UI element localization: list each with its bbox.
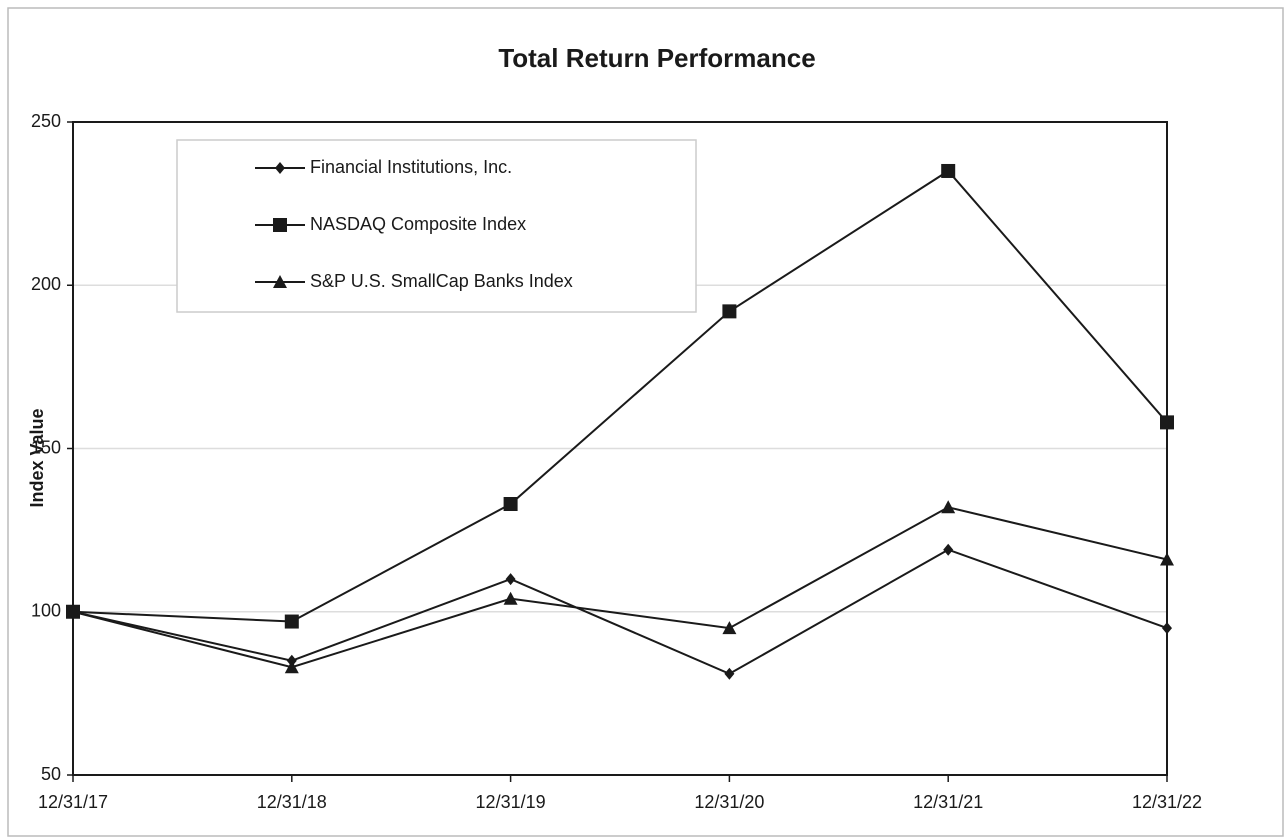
series-line (72, 506, 1168, 669)
legend-marker (273, 275, 287, 288)
page-frame (7, 7, 1284, 837)
y-tick-label: 50 (41, 764, 61, 784)
legend-label: Financial Institutions, Inc. (310, 157, 512, 177)
y-tick-label: 200 (31, 274, 61, 294)
y-tick-label: 150 (31, 437, 61, 457)
y-tick-label: 100 (31, 601, 61, 621)
point (284, 614, 299, 629)
y-tick-label: 250 (31, 111, 61, 131)
plot-frame (72, 121, 1168, 776)
point (503, 591, 518, 605)
x-tick-label: 12/31/20 (694, 792, 764, 812)
legend-label: S&P U.S. SmallCap Banks Index (310, 271, 573, 291)
point (505, 573, 516, 586)
series-line (72, 169, 1168, 623)
point (503, 497, 518, 512)
point (66, 604, 80, 618)
point (724, 667, 735, 680)
point (722, 304, 737, 319)
point (722, 621, 737, 635)
y-axis-label: Index Value (27, 408, 47, 507)
legend-label: NASDAQ Composite Index (310, 214, 526, 234)
x-tick-label: 12/31/22 (1132, 792, 1202, 812)
x-tick-label: 12/31/17 (38, 792, 108, 812)
legend-marker (273, 218, 287, 232)
point (941, 500, 956, 514)
point (1160, 552, 1174, 566)
point (941, 163, 956, 178)
chart-title: Total Return Performance (498, 43, 815, 73)
point (1160, 415, 1174, 430)
series-line (72, 548, 1168, 675)
x-tick-label: 12/31/18 (257, 792, 327, 812)
x-tick-label: 12/31/21 (913, 792, 983, 812)
point (943, 543, 954, 556)
legend-marker (275, 162, 285, 174)
point (1162, 622, 1172, 635)
x-tick-label: 12/31/19 (476, 792, 546, 812)
point (284, 660, 299, 674)
